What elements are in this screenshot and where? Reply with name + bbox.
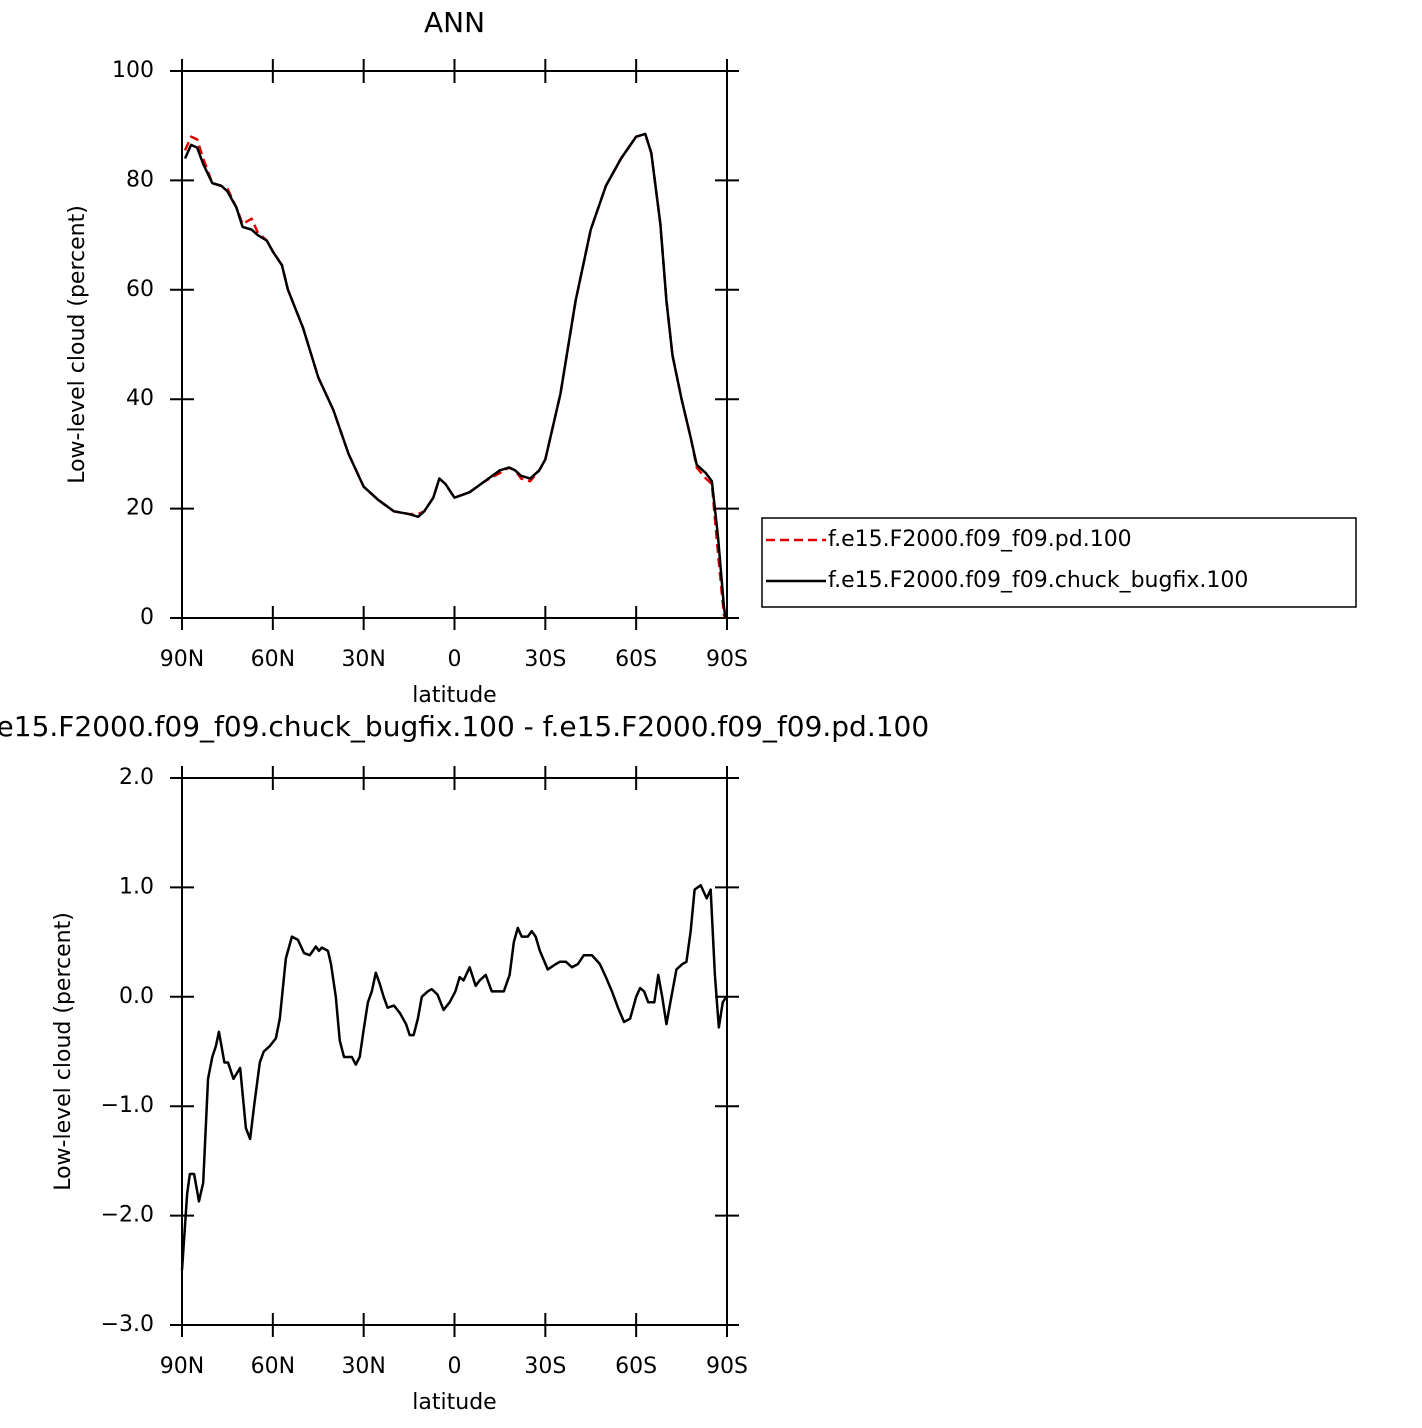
x-tick-label: 90N (160, 647, 204, 672)
plot-frame (181, 70, 728, 619)
y-tick-label: −1.0 (101, 1093, 154, 1118)
x-tick-label: 90S (706, 647, 748, 672)
data-line (183, 132, 727, 619)
x-tick-label: 0 (448, 1354, 462, 1379)
x-tick-label: 60S (615, 647, 657, 672)
y-tick-label: 40 (126, 386, 154, 411)
legend-box (761, 517, 1357, 608)
x-tick-label: 90S (706, 1354, 748, 1379)
y-tick-label: 1.0 (119, 874, 154, 899)
x-tick-label: 60S (615, 1354, 657, 1379)
x-tick-label: 60N (251, 1354, 295, 1379)
y-tick-label: −2.0 (101, 1203, 154, 1228)
y-tick-label: 0 (140, 605, 154, 630)
y-tick-label: 80 (126, 167, 154, 192)
x-axis-label: latitude (412, 683, 496, 708)
x-axis-label: latitude (412, 1390, 496, 1415)
legend-label: f.e15.F2000.f09_f09.chuck_bugfix.100 (828, 568, 1248, 593)
y-tick-label: 0.0 (119, 984, 154, 1009)
y-tick-label: 2.0 (119, 765, 154, 790)
x-tick-label: 90N (160, 1354, 204, 1379)
x-tick-label: 30S (524, 1354, 566, 1379)
data-line (180, 883, 728, 1271)
x-tick-label: 30S (524, 647, 566, 672)
legend-label: f.e15.F2000.f09_f09.pd.100 (828, 527, 1132, 552)
chart-title: ANN (424, 6, 485, 39)
x-tick-label: 0 (448, 647, 462, 672)
chart-title: f.e15.F2000.f09_f09.chuck_bugfix.100 - f… (0, 710, 929, 743)
y-tick-label: −3.0 (101, 1312, 154, 1337)
y-tick-label: 60 (126, 277, 154, 302)
y-tick-label: 20 (126, 496, 154, 521)
x-tick-label: 60N (251, 647, 295, 672)
y-axis-label: Low-level cloud (percent) (51, 912, 76, 1191)
data-line (183, 132, 727, 619)
x-tick-label: 30N (341, 1354, 385, 1379)
x-tick-label: 30N (341, 647, 385, 672)
y-tick-label: 100 (112, 58, 154, 83)
y-axis-label: Low-level cloud (percent) (65, 205, 90, 484)
